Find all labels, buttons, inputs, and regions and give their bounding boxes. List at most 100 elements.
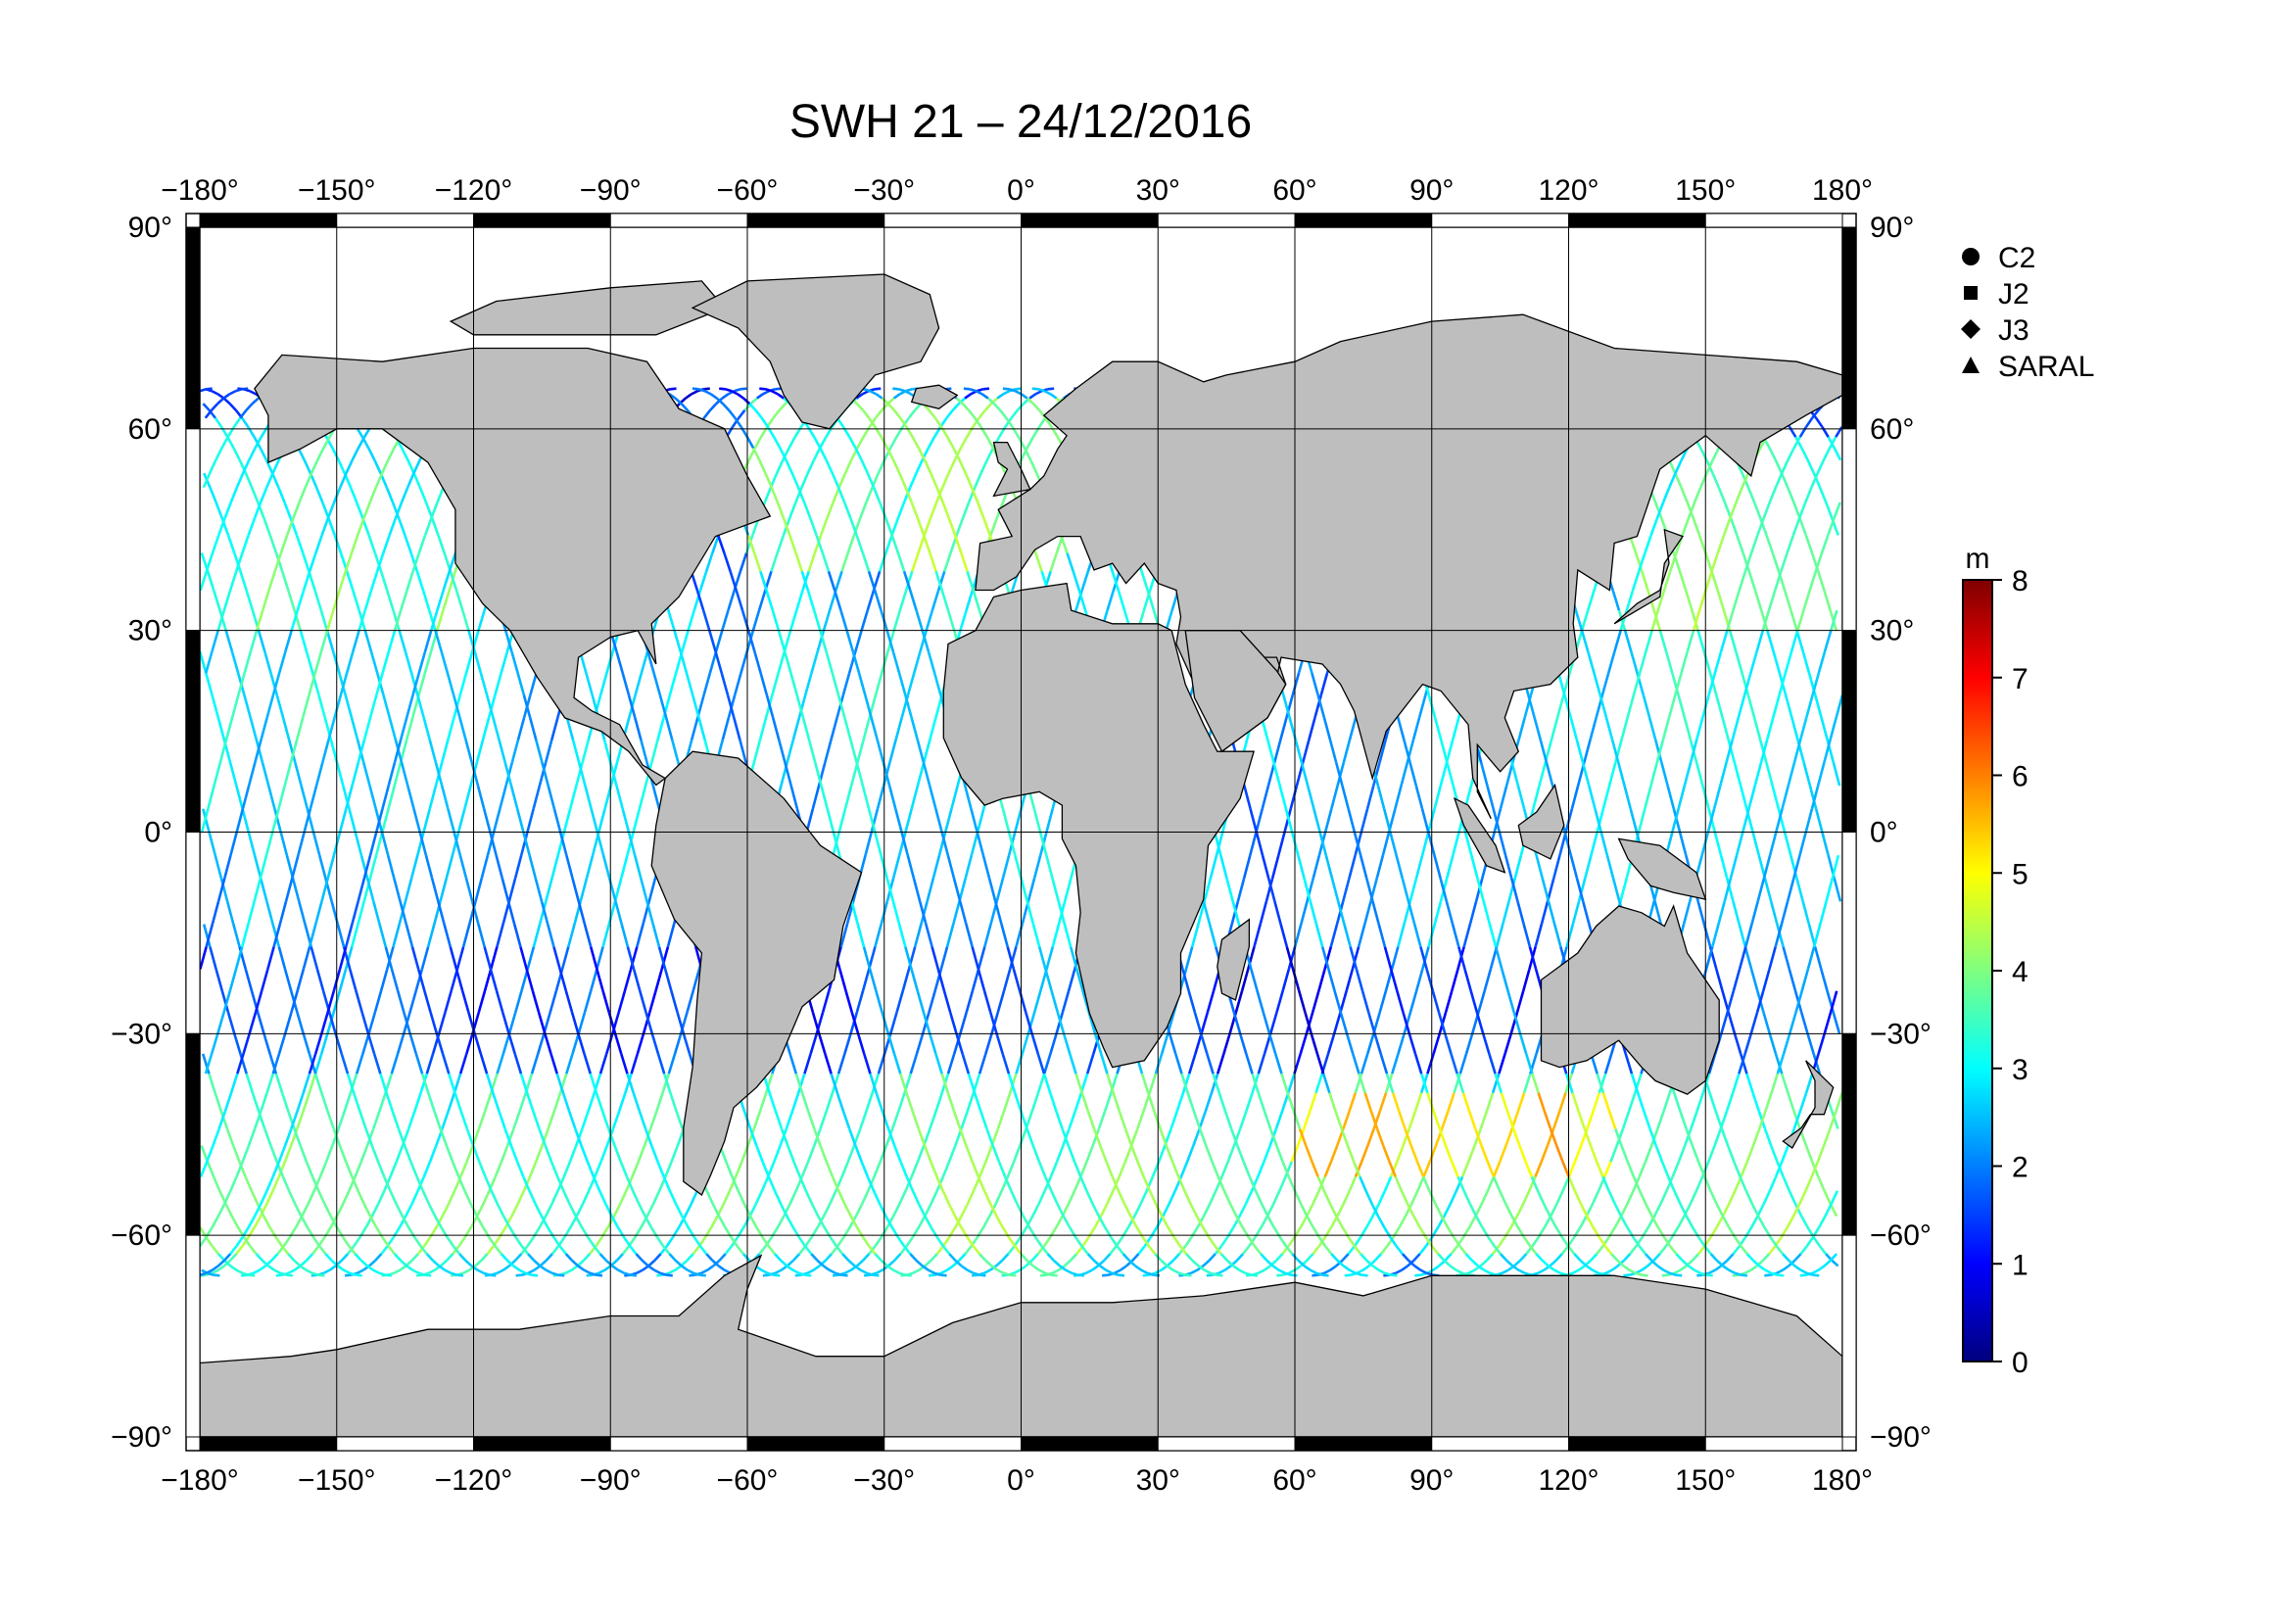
track-segment [243,1273,249,1275]
track-segment [249,1275,255,1276]
track-segment [1462,1273,1468,1275]
track-segment [1246,1273,1252,1275]
track-segment [214,1275,219,1276]
track-segment [1048,389,1054,390]
track-segment [1285,1273,1291,1275]
track-segment [207,389,213,390]
track-segment [660,1273,666,1275]
track-segment [1010,1275,1016,1276]
track-segment [1185,1275,1191,1276]
track-segment [873,1275,879,1276]
track-segment [597,1275,602,1276]
track-segment [1414,1275,1420,1276]
track-segment [1345,1275,1351,1276]
track-segment [1038,389,1044,391]
track-segment [552,1273,558,1275]
track-segment [670,389,676,390]
track-segment [704,389,710,390]
track-segment [457,1275,463,1276]
track-segment [1322,1275,1328,1276]
track-segment [1491,1273,1497,1275]
track-segment [490,1275,496,1276]
track-segment [983,389,989,390]
track-segment [759,389,765,390]
track-segment [656,1275,662,1276]
track-segment [242,389,248,390]
track-segment [1040,1275,1046,1276]
track-segment [805,1275,811,1276]
track-segment [964,389,970,390]
track-segment [1009,389,1015,391]
track-segment [625,1273,631,1275]
track-segment [768,1273,774,1275]
track-segment [899,1273,905,1275]
map-title: SWH 21 – 24/12/2016 [789,96,1252,148]
track-segment [698,389,704,391]
track-segment [1179,1273,1185,1275]
track-segment [386,1275,392,1276]
track-segment [1154,1275,1160,1276]
track-segment [312,1273,318,1275]
track-segment [1385,1273,1391,1275]
track-segment [1143,1275,1149,1276]
track-segment [425,1275,431,1276]
track-segment [875,389,881,390]
track-segment [735,389,740,391]
track-segment [1072,1273,1077,1275]
track-segment [795,1275,801,1276]
track-segment [350,1273,356,1275]
track-segment [799,1273,805,1275]
track-segment [689,1275,694,1276]
track-segment [1102,1275,1108,1276]
track-segment [1003,389,1009,390]
track-segment [774,1275,780,1276]
track-segment [631,1275,637,1276]
track-segment [1291,1275,1297,1276]
track-segment [1560,1273,1566,1275]
track-segment [1636,1273,1642,1275]
track-segment [356,1275,361,1276]
track-segment [1642,1275,1647,1276]
track-segment [765,389,771,391]
track-segment [1211,1273,1217,1275]
track-segment [864,389,870,391]
track-segment [763,1275,769,1276]
track-segment [318,1275,324,1276]
track-segment [1316,1273,1322,1275]
track-segment [1051,1275,1057,1276]
track-segment [1276,1275,1282,1276]
track-segment [1361,1275,1367,1276]
track-segment [899,389,905,391]
track-segment [1045,1273,1051,1275]
track-segment [700,1275,706,1276]
track-segment [280,1273,286,1275]
track-segment [725,389,731,391]
track-segment [1004,1273,1010,1275]
track-segment [1078,1275,1084,1276]
track-segment [419,1273,425,1275]
track-segment [1207,1275,1213,1276]
track-segment [452,1273,457,1275]
track-segment [740,389,746,390]
track-segment [667,1275,673,1276]
track-segment [892,389,898,390]
track-segment [692,389,698,390]
track-segment [693,1273,699,1275]
track-segment [974,1273,979,1275]
track-segment [345,1275,351,1276]
track-segment [1312,1275,1317,1276]
track-segment [1252,1275,1258,1276]
track-segment [1525,1273,1531,1275]
track-segment [558,1275,564,1276]
track-segment [934,1273,940,1275]
track-segment [526,1273,532,1275]
track-segment [1119,1275,1124,1276]
track-segment [516,1275,522,1276]
track-segment [867,1273,873,1275]
track-segment [1113,1273,1119,1275]
track-segment [929,1275,934,1276]
track-segment [587,1275,593,1276]
track-segment [591,1273,597,1275]
